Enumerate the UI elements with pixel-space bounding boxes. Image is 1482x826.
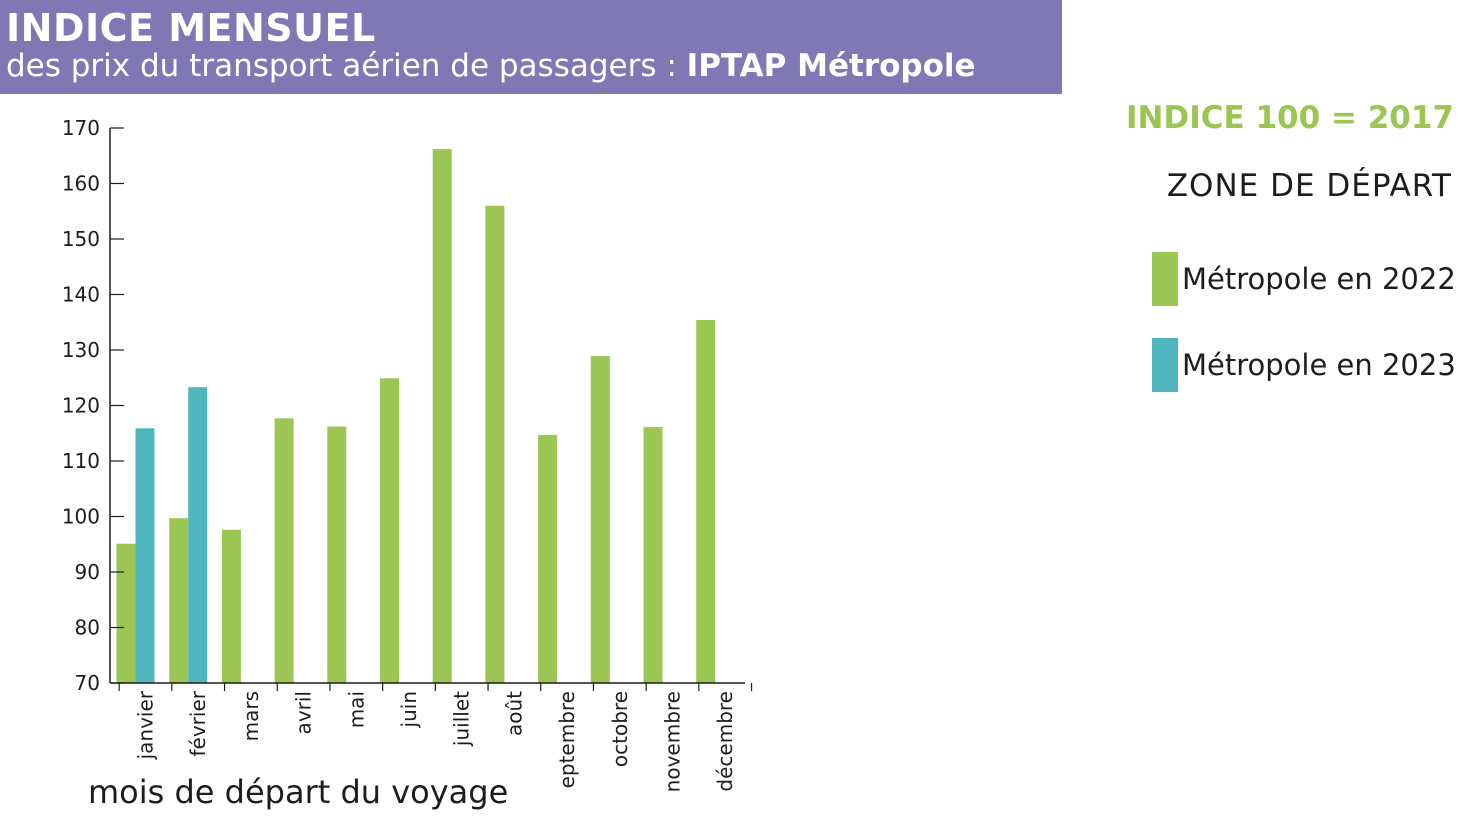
chart-subtitle-prefix: des prix du transport aérien de passager…: [6, 48, 677, 84]
legend-swatch-2023: [1152, 338, 1178, 392]
legend-title: ZONE DE DÉPART: [1166, 168, 1452, 204]
bar-2022-0: [116, 543, 136, 683]
legend-item-2022: Métropole en 2022: [1152, 252, 1456, 306]
bar-2022-6: [432, 149, 452, 684]
y-tick-label-160: 160: [62, 172, 100, 196]
x-tick-label-6: juillet: [450, 691, 474, 747]
y-tick-label-130: 130: [62, 338, 100, 362]
legend-label-2023: Métropole en 2023: [1182, 348, 1456, 382]
x-tick-label-0: janvier: [134, 690, 158, 760]
bar-2022-3: [274, 418, 294, 683]
x-tick-label-1: février: [186, 690, 210, 756]
bar-2022-9: [590, 356, 610, 683]
bar-2022-11: [696, 320, 716, 683]
title-banner: INDICE MENSUEL des prix du transport aér…: [0, 0, 1062, 94]
y-tick-label-120: 120: [62, 394, 100, 418]
bar-2022-1: [169, 518, 189, 683]
bar-2022-5: [380, 378, 399, 683]
chart-subtitle-bold: IPTAP Métropole: [686, 48, 976, 84]
bar-2022-10: [643, 427, 663, 683]
legend-item-2023: Métropole en 2023: [1152, 338, 1456, 392]
legend-swatch-2022: [1152, 252, 1178, 306]
x-axis-title: mois de départ du voyage: [88, 773, 509, 811]
bar-2022-7: [485, 205, 505, 683]
y-tick-label-150: 150: [62, 227, 100, 251]
chart-subtitle: des prix du transport aérien de passager…: [6, 46, 976, 86]
bar-2023-1: [188, 387, 208, 683]
y-tick-label-110: 110: [62, 449, 100, 473]
y-tick-label-70: 70: [75, 671, 100, 695]
x-tick-label-3: avril: [292, 691, 316, 734]
x-tick-label-7: août: [502, 691, 526, 736]
y-tick-label-140: 140: [62, 283, 100, 307]
legend-label-2022: Métropole en 2022: [1182, 262, 1456, 296]
x-tick-label-8: eptembre: [555, 691, 579, 788]
bar-2022-2: [221, 529, 241, 683]
x-tick-label-9: octobre: [608, 691, 632, 767]
x-tick-label-10: novembre: [661, 691, 685, 792]
x-tick-label-4: mai: [344, 691, 368, 728]
x-tick-label-2: mars: [239, 691, 263, 741]
x-tick-label-5: juin: [397, 691, 421, 728]
y-tick-label-90: 90: [75, 560, 100, 584]
bar-2022-8: [538, 434, 558, 683]
bar-2022-4: [327, 426, 347, 683]
y-tick-label-80: 80: [75, 616, 100, 640]
chart-title: INDICE MENSUEL: [6, 6, 376, 50]
bar-2023-0: [135, 428, 155, 683]
x-tick-label-11: décembre: [713, 691, 737, 792]
y-tick-label-100: 100: [62, 505, 100, 529]
index-base-note: INDICE 100 = 2017: [1125, 100, 1454, 136]
y-tick-label-170: 170: [62, 116, 100, 140]
